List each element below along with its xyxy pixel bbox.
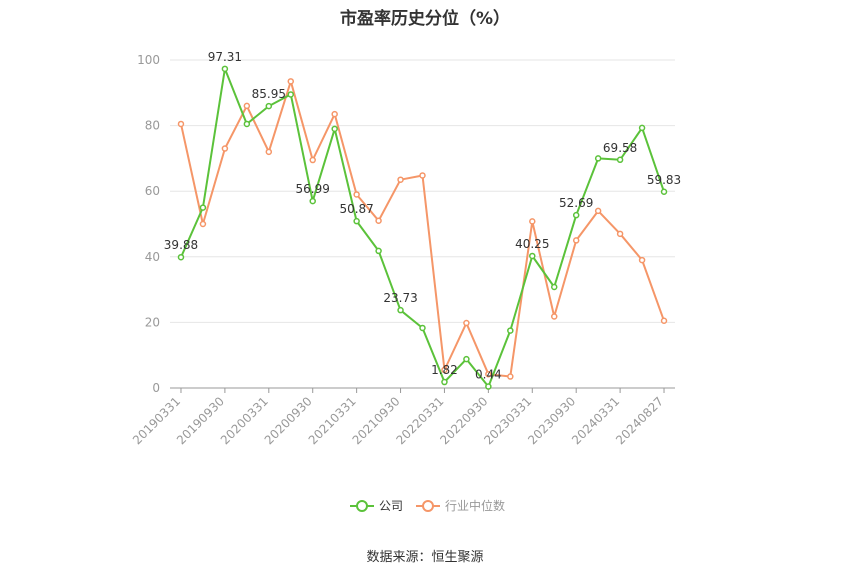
data-point	[463, 319, 470, 327]
data-point	[199, 204, 207, 211]
data-point	[572, 211, 580, 219]
legend-item-industry-median: 行业中位数	[416, 498, 505, 513]
data-point	[616, 230, 624, 238]
data-point	[463, 355, 470, 363]
data-point	[287, 78, 295, 85]
data-point	[199, 220, 207, 228]
data-point	[419, 172, 426, 179]
y-tick-label: 20	[145, 315, 160, 329]
y-tick-label: 60	[145, 184, 160, 198]
data-point	[243, 120, 251, 128]
data-point	[353, 217, 360, 225]
data-point	[309, 156, 316, 164]
series-line	[180, 67, 665, 388]
data-point	[529, 252, 536, 260]
grid-lines	[170, 59, 675, 323]
data-label: 0.44	[475, 368, 502, 382]
data-point	[243, 102, 251, 110]
data-point	[221, 65, 229, 73]
data-point	[309, 197, 316, 205]
data-point	[177, 253, 185, 261]
legend-label: 公司	[379, 499, 403, 513]
y-tick-label: 40	[145, 250, 160, 264]
data-point	[397, 306, 404, 314]
data-label: 50.87	[339, 202, 373, 216]
data-label: 69.58	[603, 141, 637, 155]
y-axis: 0 20 40 60 80 100	[137, 53, 160, 395]
data-point	[265, 102, 273, 110]
data-label: 59.83	[647, 173, 681, 187]
data-label: 97.31	[208, 50, 242, 64]
data-point	[550, 313, 558, 320]
data-label: 40.25	[515, 237, 549, 251]
legend-label: 行业中位数	[445, 498, 505, 513]
y-tick-label: 100	[137, 53, 160, 67]
x-tick-label: 20240827	[613, 394, 666, 447]
series-company	[177, 65, 668, 390]
data-point	[660, 317, 668, 325]
data-point	[331, 125, 338, 133]
data-point	[529, 218, 536, 225]
data-point	[375, 247, 382, 255]
data-label: 85.95	[252, 87, 286, 101]
data-point	[177, 120, 185, 128]
data-point	[638, 256, 646, 264]
legend-marker	[422, 500, 434, 512]
data-point	[660, 188, 668, 196]
data-point	[287, 91, 295, 98]
data-labels: 39.88 97.31 85.95 56.99 50.87 23.73 1.82 0.44 40…	[164, 50, 681, 382]
y-tick-label: 80	[145, 119, 160, 133]
data-point	[441, 366, 448, 374]
chart-title: 市盈率历史分位（%）	[339, 9, 511, 29]
series-industry-median	[177, 78, 668, 380]
legend-marker	[356, 500, 368, 512]
data-point	[594, 155, 602, 162]
x-axis: 2019033120190930202003312020093020210331…	[130, 387, 675, 447]
data-point	[638, 124, 646, 132]
data-point	[507, 327, 514, 334]
data-point	[331, 110, 338, 118]
data-label: 39.88	[164, 238, 198, 252]
data-label: 52.69	[559, 196, 593, 210]
legend: 公司 行业中位数	[350, 498, 505, 513]
y-tick-label: 0	[152, 381, 160, 395]
data-source: 数据来源：恒生聚源	[366, 550, 484, 565]
data-point	[419, 324, 426, 332]
data-point	[397, 176, 404, 183]
data-point	[485, 370, 492, 378]
data-label: 23.73	[383, 291, 417, 305]
data-point	[221, 145, 229, 152]
data-point	[550, 283, 558, 291]
legend-item-company: 公司	[350, 499, 403, 513]
data-point	[485, 383, 492, 390]
series-layer	[177, 65, 668, 390]
data-label: 56.99	[296, 182, 330, 196]
data-point	[375, 217, 382, 224]
data-point	[441, 378, 448, 386]
data-point	[594, 207, 602, 215]
data-label: 1.82	[431, 363, 458, 377]
data-point	[507, 373, 514, 380]
data-point	[265, 148, 273, 156]
data-point	[572, 237, 580, 244]
data-point	[616, 156, 624, 164]
data-point	[353, 191, 360, 198]
